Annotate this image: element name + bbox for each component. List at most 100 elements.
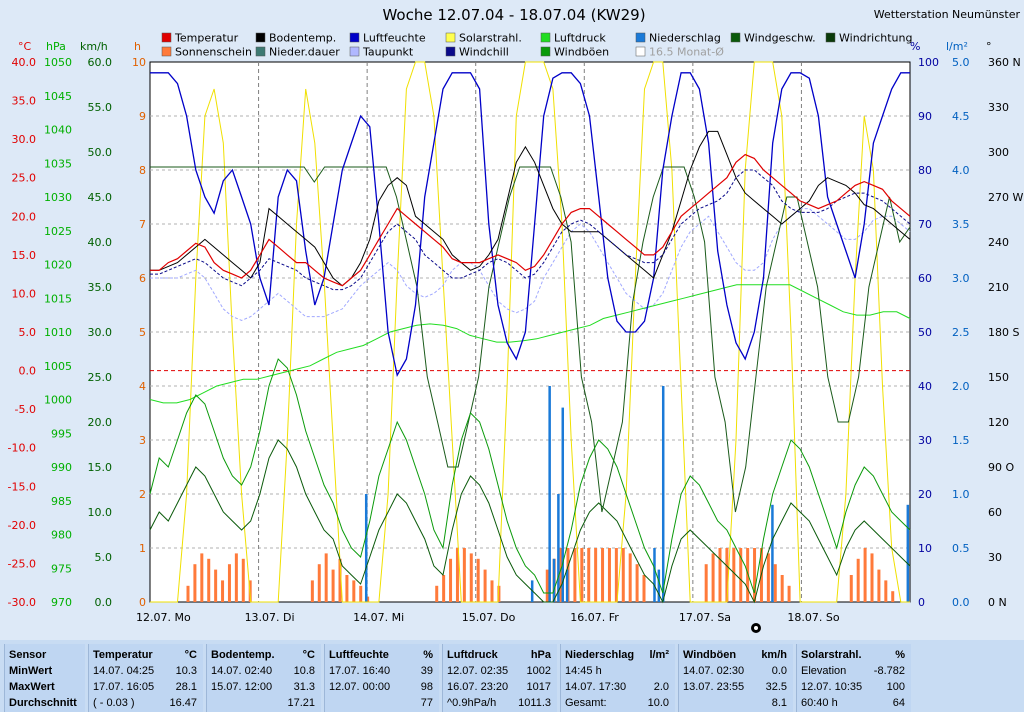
percent-axis-tick: 20 bbox=[918, 488, 932, 501]
pressure-axis-tick: 1025 bbox=[44, 225, 72, 238]
rain-axis-tick: 1.0 bbox=[952, 488, 970, 501]
stat-cell: 8.1 bbox=[771, 697, 787, 709]
sunshine-bar bbox=[497, 585, 501, 602]
series-line-luftdruck bbox=[149, 284, 911, 404]
stat-header: Niederschlag bbox=[565, 649, 635, 661]
rain-bar bbox=[653, 548, 656, 602]
sunshine-bar bbox=[773, 564, 777, 602]
sunshine-bar bbox=[193, 564, 197, 602]
chart-title: Woche 12.07.04 - 18.07.04 (KW29) bbox=[382, 6, 645, 24]
sunshine-bar bbox=[241, 558, 245, 602]
sunshine-bar bbox=[186, 585, 190, 602]
x-axis-label: 12.07. Mo bbox=[136, 611, 191, 624]
sunshine-bar bbox=[207, 558, 211, 602]
temp-axis-tick: -10.0 bbox=[8, 442, 36, 455]
stat-cell: Elevation bbox=[801, 665, 847, 677]
sunshine-bar bbox=[462, 548, 466, 602]
sunshine-bar bbox=[891, 591, 895, 602]
series-line-windben bbox=[149, 358, 911, 594]
temp-axis-tick: 20.0 bbox=[12, 210, 37, 223]
legend-label: Temperatur bbox=[174, 32, 239, 45]
stat-cell: 1011.3 bbox=[518, 697, 551, 709]
pressure-axis-tick: 990 bbox=[51, 461, 72, 474]
rain-axis-tick: 0.5 bbox=[952, 542, 970, 555]
hours-axis-tick: 9 bbox=[139, 110, 146, 123]
sunshine-bar bbox=[711, 553, 715, 602]
legend-label: Sonnenschein bbox=[175, 46, 252, 59]
sunshine-bar bbox=[580, 548, 584, 602]
stat-header: % bbox=[895, 649, 905, 661]
weather-chart-svg: 40.035.030.025.020.015.010.05.00.0-5.0-1… bbox=[8, 6, 1023, 633]
temp-axis-tick: 40.0 bbox=[12, 56, 37, 69]
temp-axis-tick: 25.0 bbox=[12, 172, 37, 185]
stat-cell: 14.07. 02:40 bbox=[211, 665, 273, 677]
sunshine-bar bbox=[234, 553, 238, 602]
sunshine-bar bbox=[200, 553, 204, 602]
pressure-unit: hPa bbox=[46, 40, 66, 53]
legend-swatch bbox=[540, 46, 551, 57]
sunshine-bar bbox=[442, 575, 446, 602]
stat-cell: 14.07. 17:30 bbox=[565, 681, 627, 693]
stat-cell: 12.07. 02:35 bbox=[447, 665, 509, 677]
legend-label: Windböen bbox=[554, 46, 609, 59]
legend-swatch bbox=[255, 32, 266, 43]
percent-axis-tick: 100 bbox=[918, 56, 939, 69]
stat-cell: 12.07. 00:00 bbox=[329, 681, 391, 693]
direction-axis-tick: 120 bbox=[988, 416, 1009, 429]
pressure-axis-tick: 1000 bbox=[44, 394, 72, 407]
sunshine-bar bbox=[607, 548, 611, 602]
sunshine-bar bbox=[725, 548, 729, 602]
percent-axis-tick: 90 bbox=[918, 110, 932, 123]
legend-swatch bbox=[445, 46, 456, 57]
rain-bar bbox=[657, 569, 661, 602]
percent-axis-tick: 0 bbox=[918, 596, 925, 609]
legend-label: Windchill bbox=[459, 46, 509, 59]
stat-cell: Gesamt: bbox=[565, 697, 607, 709]
x-axis-label: 18.07. So bbox=[787, 611, 839, 624]
stat-cell: 17.07. 16:05 bbox=[93, 681, 155, 693]
wind-axis-tick: 30.0 bbox=[88, 326, 113, 339]
sunshine-bar bbox=[614, 548, 618, 602]
pressure-axis-tick: 1010 bbox=[44, 326, 72, 339]
legend-label: Windrichtung bbox=[839, 32, 912, 45]
stat-header: Durchschnitt bbox=[9, 697, 77, 709]
percent-axis-tick: 50 bbox=[918, 326, 932, 339]
sunshine-bar bbox=[870, 553, 874, 602]
series-line-taupunkt bbox=[150, 208, 911, 321]
pressure-axis-tick: 1020 bbox=[44, 259, 72, 272]
sunshine-bar bbox=[490, 580, 494, 602]
stat-column: Windböen km/h 14.07. 02:30 0.0 13.07. 23:55 3… bbox=[678, 644, 793, 712]
sunshine-bar bbox=[635, 564, 639, 602]
sunshine-bar bbox=[787, 585, 791, 602]
percent-axis-tick: 30 bbox=[918, 434, 932, 447]
hours-axis-tick: 1 bbox=[139, 542, 146, 555]
percent-axis-tick: 40 bbox=[918, 380, 932, 393]
stat-column: Luftdruck hPa 12.07. 02:35 1002 16.07. 23:20… bbox=[442, 644, 557, 712]
direction-axis-tick: 90 O bbox=[988, 461, 1014, 474]
legend-label: Solarstrahl. bbox=[459, 32, 522, 45]
sunshine-bar bbox=[469, 553, 473, 602]
stat-cell: 100 bbox=[886, 681, 905, 693]
series-line-windrichtung bbox=[150, 166, 911, 513]
stat-column: Temperatur °C 14.07. 04:25 10.3 17.07. 16:05… bbox=[88, 644, 203, 712]
stat-cell: 31.3 bbox=[293, 681, 315, 693]
stat-cell: 60:40 h bbox=[801, 697, 838, 709]
stat-cell: 32.5 bbox=[765, 681, 787, 693]
rain-axis-tick: 1.5 bbox=[952, 434, 970, 447]
percent-unit: % bbox=[910, 40, 920, 53]
rain-bar bbox=[906, 504, 910, 602]
legend-swatch bbox=[349, 46, 360, 57]
series-line-solarstrahl bbox=[150, 61, 910, 603]
sunshine-bar bbox=[455, 548, 459, 602]
direction-axis-tick: 240 bbox=[988, 236, 1009, 249]
direction-axis-tick: 330 bbox=[988, 101, 1009, 114]
rain-axis-tick: 4.0 bbox=[952, 164, 970, 177]
stat-header: Luftfeuchte bbox=[329, 649, 389, 661]
stat-cell: 15.07. 12:00 bbox=[211, 681, 273, 693]
current-time-marker-center bbox=[754, 626, 758, 630]
station-name: Wetterstation Neumünster bbox=[874, 8, 1021, 21]
hours-axis-tick: 6 bbox=[139, 272, 146, 285]
sunshine-bar bbox=[628, 553, 632, 602]
statistics-table: Sensor MinWert MaxWert Durchschnitt Temperat… bbox=[0, 640, 1024, 712]
weather-chart: 40.0 35.0 30.0 25.0 20.0 15.0 10.0 5.0 0.0 -5.0 -1… bbox=[0, 0, 1024, 640]
